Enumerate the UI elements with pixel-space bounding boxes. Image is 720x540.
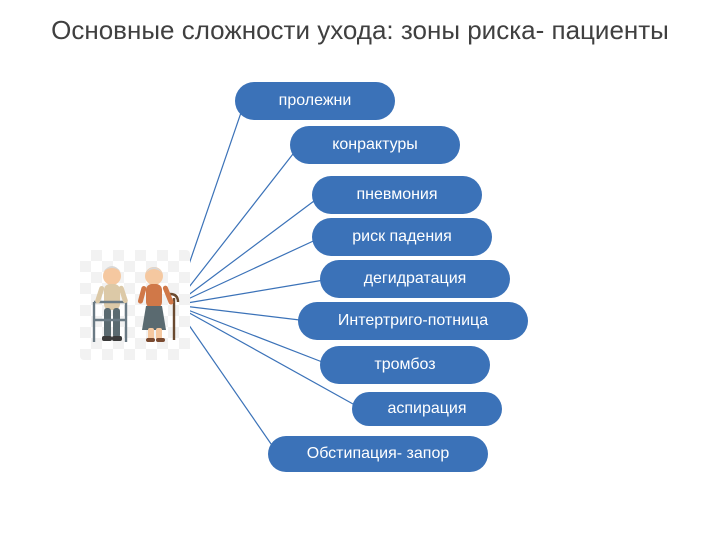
risk-bubble: риск падения xyxy=(312,218,492,256)
risk-bubble: пролежни xyxy=(235,82,395,120)
risk-bubble-label: пролежни xyxy=(279,92,352,110)
elderly-people-illustration xyxy=(80,250,190,360)
risk-bubble: пневмония xyxy=(312,176,482,214)
diagram-canvas: Основные сложности ухода: зоны риска- па… xyxy=(0,0,720,540)
page-title: Основные сложности ухода: зоны риска- па… xyxy=(0,14,720,47)
risk-bubble-label: Обстипация- запор xyxy=(307,445,450,463)
risk-bubble-label: Интертриго-потница xyxy=(338,312,488,330)
risk-bubble-label: конрактуры xyxy=(332,136,418,154)
risk-bubble: аспирация xyxy=(352,392,502,426)
risk-bubble-label: аспирация xyxy=(387,400,466,418)
risk-bubble-label: тромбоз xyxy=(374,356,435,374)
risk-bubble-label: дегидратация xyxy=(364,270,467,288)
risk-bubble: тромбоз xyxy=(320,346,490,384)
risk-bubble: Обстипация- запор xyxy=(268,436,488,472)
risk-bubble: конрактуры xyxy=(290,126,460,164)
risk-bubble: дегидратация xyxy=(320,260,510,298)
risk-bubble-label: риск падения xyxy=(352,228,452,246)
risk-bubble: Интертриго-потница xyxy=(298,302,528,340)
risk-bubble-label: пневмония xyxy=(356,186,437,204)
elderly-people-icon xyxy=(80,250,190,360)
